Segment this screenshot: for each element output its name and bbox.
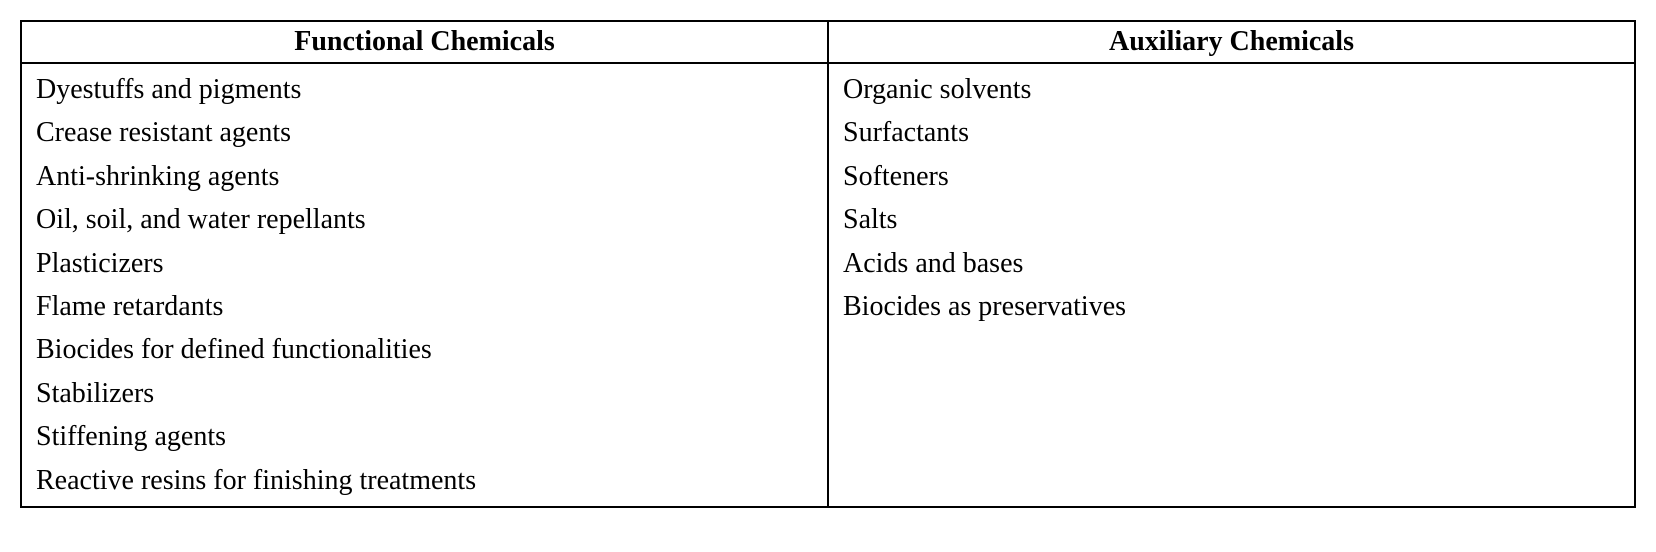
col-header-functional: Functional Chemicals <box>21 21 828 63</box>
cell-functional: Dyestuffs and pigments Crease resistant … <box>21 63 828 507</box>
list-item: Oil, soil, and water repellants <box>36 198 813 241</box>
list-item: Stabilizers <box>36 372 813 415</box>
list-item: Surfactants <box>843 111 1620 154</box>
list-item: Flame retardants <box>36 285 813 328</box>
list-item: Biocides for defined functionalities <box>36 328 813 371</box>
list-item: Anti-shrinking agents <box>36 155 813 198</box>
list-item: Stiffening agents <box>36 415 813 458</box>
list-item: Reactive resins for finishing treatments <box>36 459 813 502</box>
chemicals-table: Functional Chemicals Auxiliary Chemicals… <box>20 20 1636 508</box>
list-item: Softeners <box>843 155 1620 198</box>
list-item: Salts <box>843 198 1620 241</box>
table-row: Dyestuffs and pigments Crease resistant … <box>21 63 1635 507</box>
list-item: Plasticizers <box>36 242 813 285</box>
list-item: Biocides as preservatives <box>843 285 1620 328</box>
list-item: Acids and bases <box>843 242 1620 285</box>
list-item: Dyestuffs and pigments <box>36 68 813 111</box>
col-header-auxiliary: Auxiliary Chemicals <box>828 21 1635 63</box>
list-item: Organic solvents <box>843 68 1620 111</box>
list-item: Crease resistant agents <box>36 111 813 154</box>
cell-auxiliary: Organic solvents Surfactants Softeners S… <box>828 63 1635 507</box>
table-header-row: Functional Chemicals Auxiliary Chemicals <box>21 21 1635 63</box>
